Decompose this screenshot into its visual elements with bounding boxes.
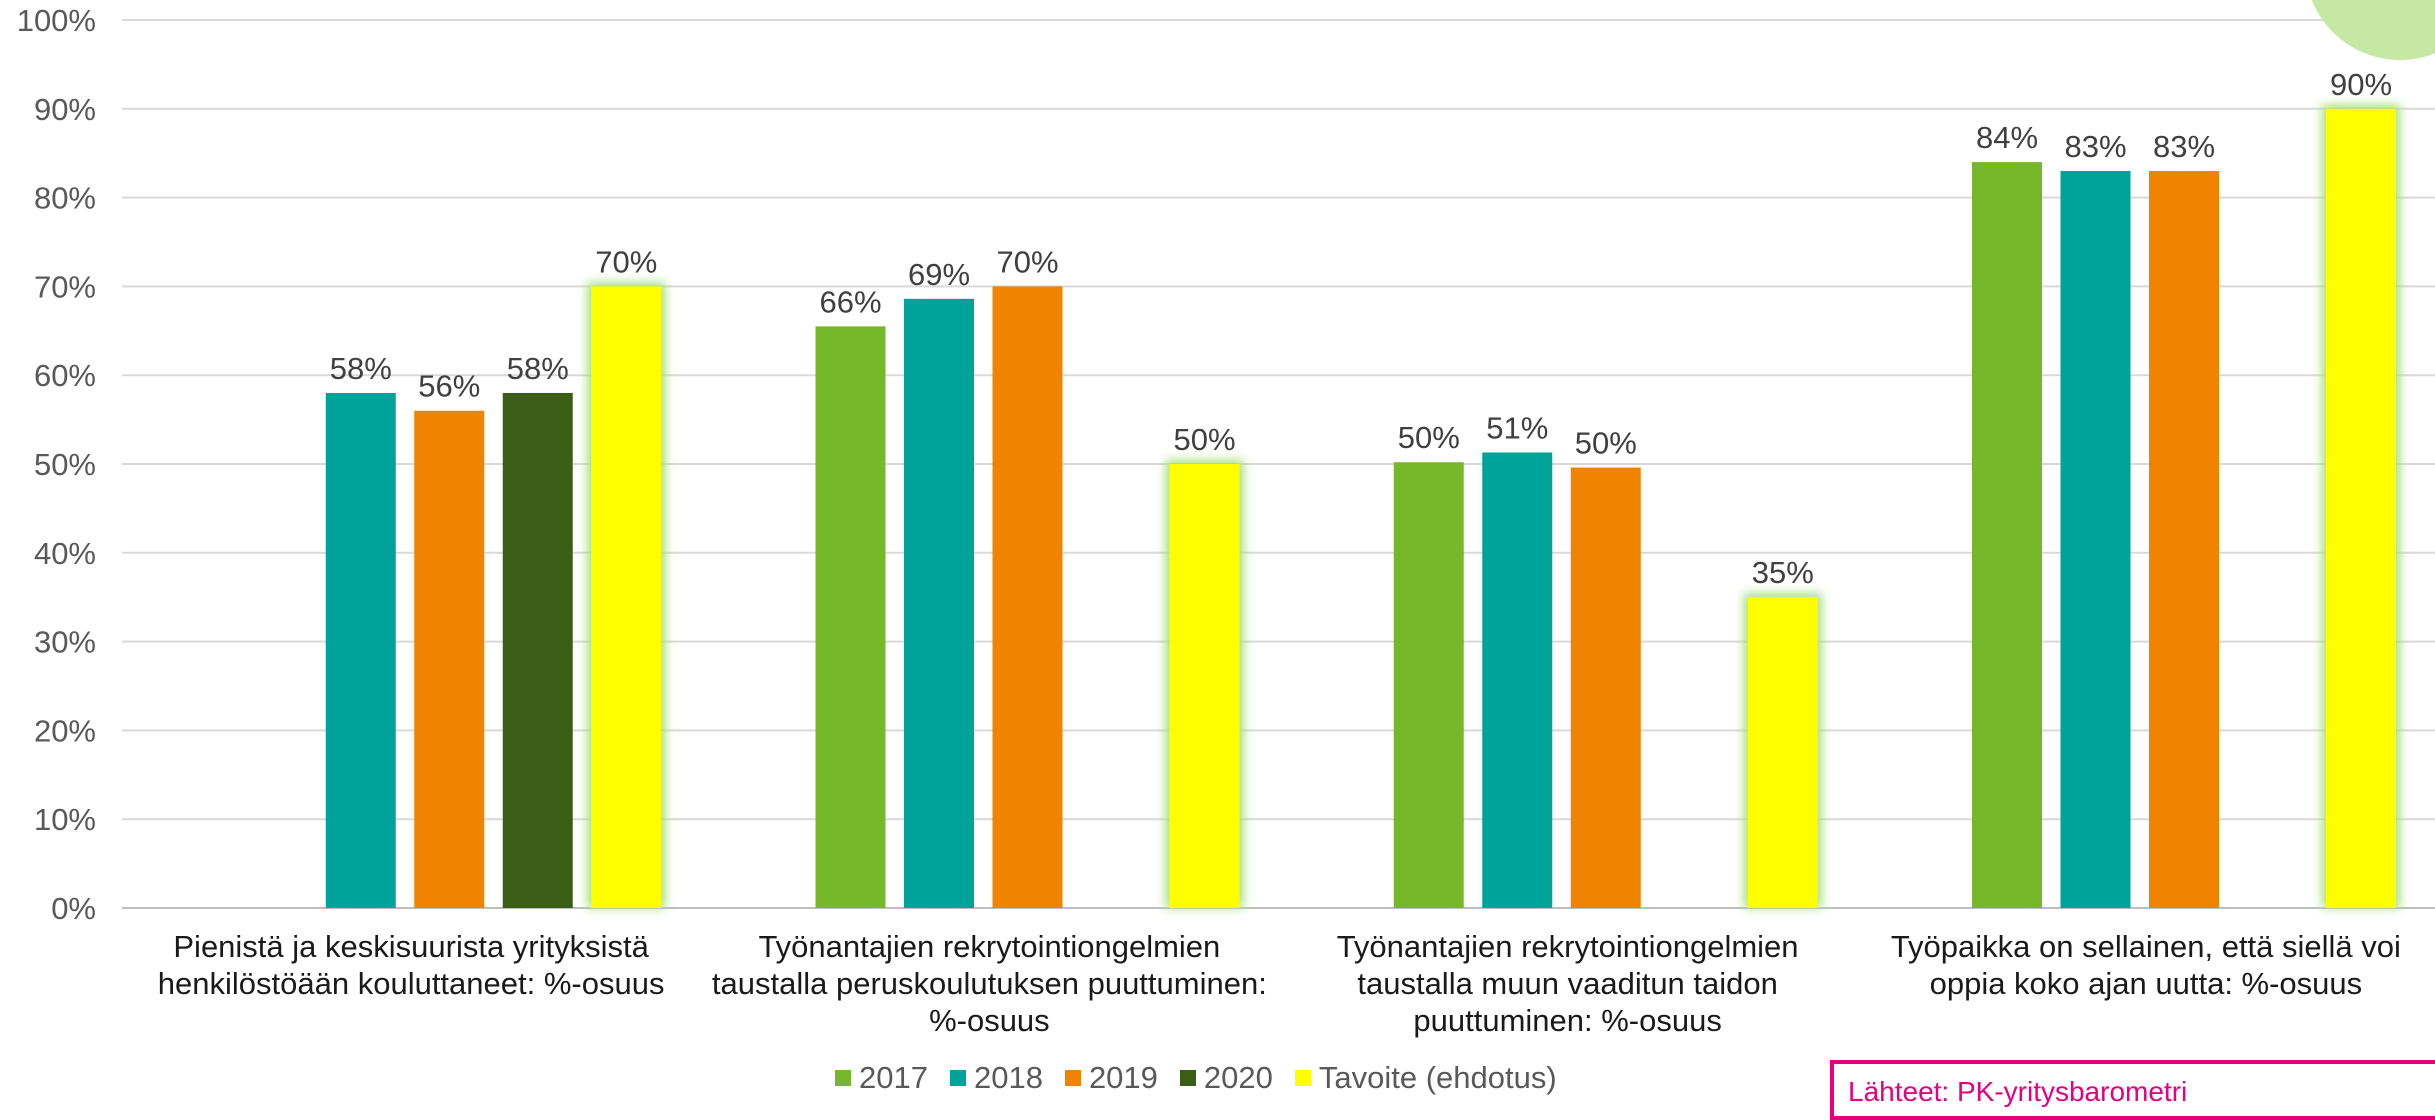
data-label: 58% — [507, 351, 569, 386]
data-label: 58% — [330, 351, 392, 386]
legend-item: 2017 — [835, 1060, 928, 1096]
legend: 2017 2018 2019 2020 Tavoite (ehdotus) — [835, 1058, 1557, 1098]
legend-item: 2018 — [949, 1060, 1043, 1096]
y-tick-label: 0% — [51, 891, 96, 926]
data-label: 83% — [2064, 129, 2126, 164]
data-labels: 66% 50% 84% 58% 69% 51% 83% 56% 70% 50% 83% 58% 70% 5… — [330, 67, 2392, 590]
y-tick-label: 30% — [34, 625, 96, 660]
bar — [1169, 464, 1240, 908]
bar — [2060, 170, 2131, 908]
y-axis: 0% 10% 20% 30% 40% 50% 60% 70% 80% 90% 100% — [17, 3, 96, 926]
category-label: Pienistä ja keskisuurista yrityksistä hen… — [158, 929, 665, 1001]
data-label: 70% — [595, 244, 657, 279]
category-label: Työpaikka on sellainen, että siellä voi o… — [1891, 929, 2401, 1001]
legend-swatch — [1179, 1070, 1196, 1086]
data-label: 50% — [1173, 422, 1235, 457]
bar — [815, 326, 886, 908]
legend-label: Tavoite (ehdotus) — [1318, 1060, 1557, 1095]
y-tick-label: 20% — [34, 713, 96, 748]
bars — [325, 104, 2400, 909]
data-label: 35% — [1752, 555, 1814, 590]
bar — [1570, 467, 1641, 908]
data-label: 50% — [1398, 420, 1460, 455]
legend-label: 2019 — [1088, 1060, 1158, 1095]
category-label: Työnantajien rekrytointiongelmien taustal… — [712, 929, 1267, 1038]
y-tick-label: 100% — [17, 3, 96, 38]
y-tick-label: 80% — [34, 181, 96, 216]
bar — [414, 410, 485, 908]
bar — [1747, 597, 1818, 908]
bar — [904, 298, 974, 908]
legend-label: 2017 — [859, 1060, 928, 1095]
legend-swatch — [1064, 1070, 1081, 1086]
legend-item: 2020 — [1179, 1060, 1273, 1096]
data-label: 50% — [1575, 426, 1637, 461]
data-label: 51% — [1486, 410, 1548, 445]
category-label: Työnantajien rekrytointiongelmien taustal… — [1337, 929, 1799, 1038]
legend-label: 2018 — [973, 1060, 1043, 1095]
data-label: 66% — [819, 284, 881, 319]
y-tick-label: 10% — [34, 802, 96, 837]
bar — [1482, 452, 1553, 908]
data-label: 83% — [2153, 129, 2215, 164]
bar — [502, 392, 573, 909]
data-label: 69% — [908, 257, 970, 292]
y-tick-label: 40% — [34, 536, 96, 571]
data-label: 70% — [996, 244, 1058, 279]
x-axis: Pienistä ja keskisuurista yrityksistä hen… — [158, 929, 2401, 1038]
legend-swatch — [1294, 1070, 1311, 1086]
data-label: 90% — [2330, 67, 2392, 102]
bar — [2326, 108, 2396, 909]
y-tick-label: 60% — [34, 358, 96, 393]
data-label: 84% — [1976, 120, 2038, 155]
bar-chart: 0% 10% 20% 30% 40% 50% 60% 70% 80% 90% 100% 66% 50%… — [17, 3, 2435, 1038]
bar — [2149, 170, 2219, 908]
legend-swatch — [835, 1070, 851, 1086]
legend-label: 2020 — [1203, 1060, 1273, 1095]
bar — [992, 286, 1063, 908]
bar — [591, 286, 662, 908]
y-tick-label: 70% — [34, 269, 96, 304]
y-tick-label: 90% — [34, 92, 96, 127]
legend-item: 2019 — [1064, 1060, 1158, 1096]
bar — [325, 392, 396, 909]
legend-item: Tavoite (ehdotus) — [1294, 1060, 1557, 1096]
legend-swatch — [949, 1070, 966, 1086]
source-note: Lähteet: PK-yritysbarometri — [1830, 1060, 2435, 1120]
source-note-text: Lähteet: PK-yritysbarometri — [1848, 1076, 2188, 1107]
data-label: 56% — [418, 369, 480, 404]
y-tick-label: 50% — [34, 447, 96, 482]
bar — [1972, 162, 2042, 908]
bar — [1393, 462, 1464, 908]
